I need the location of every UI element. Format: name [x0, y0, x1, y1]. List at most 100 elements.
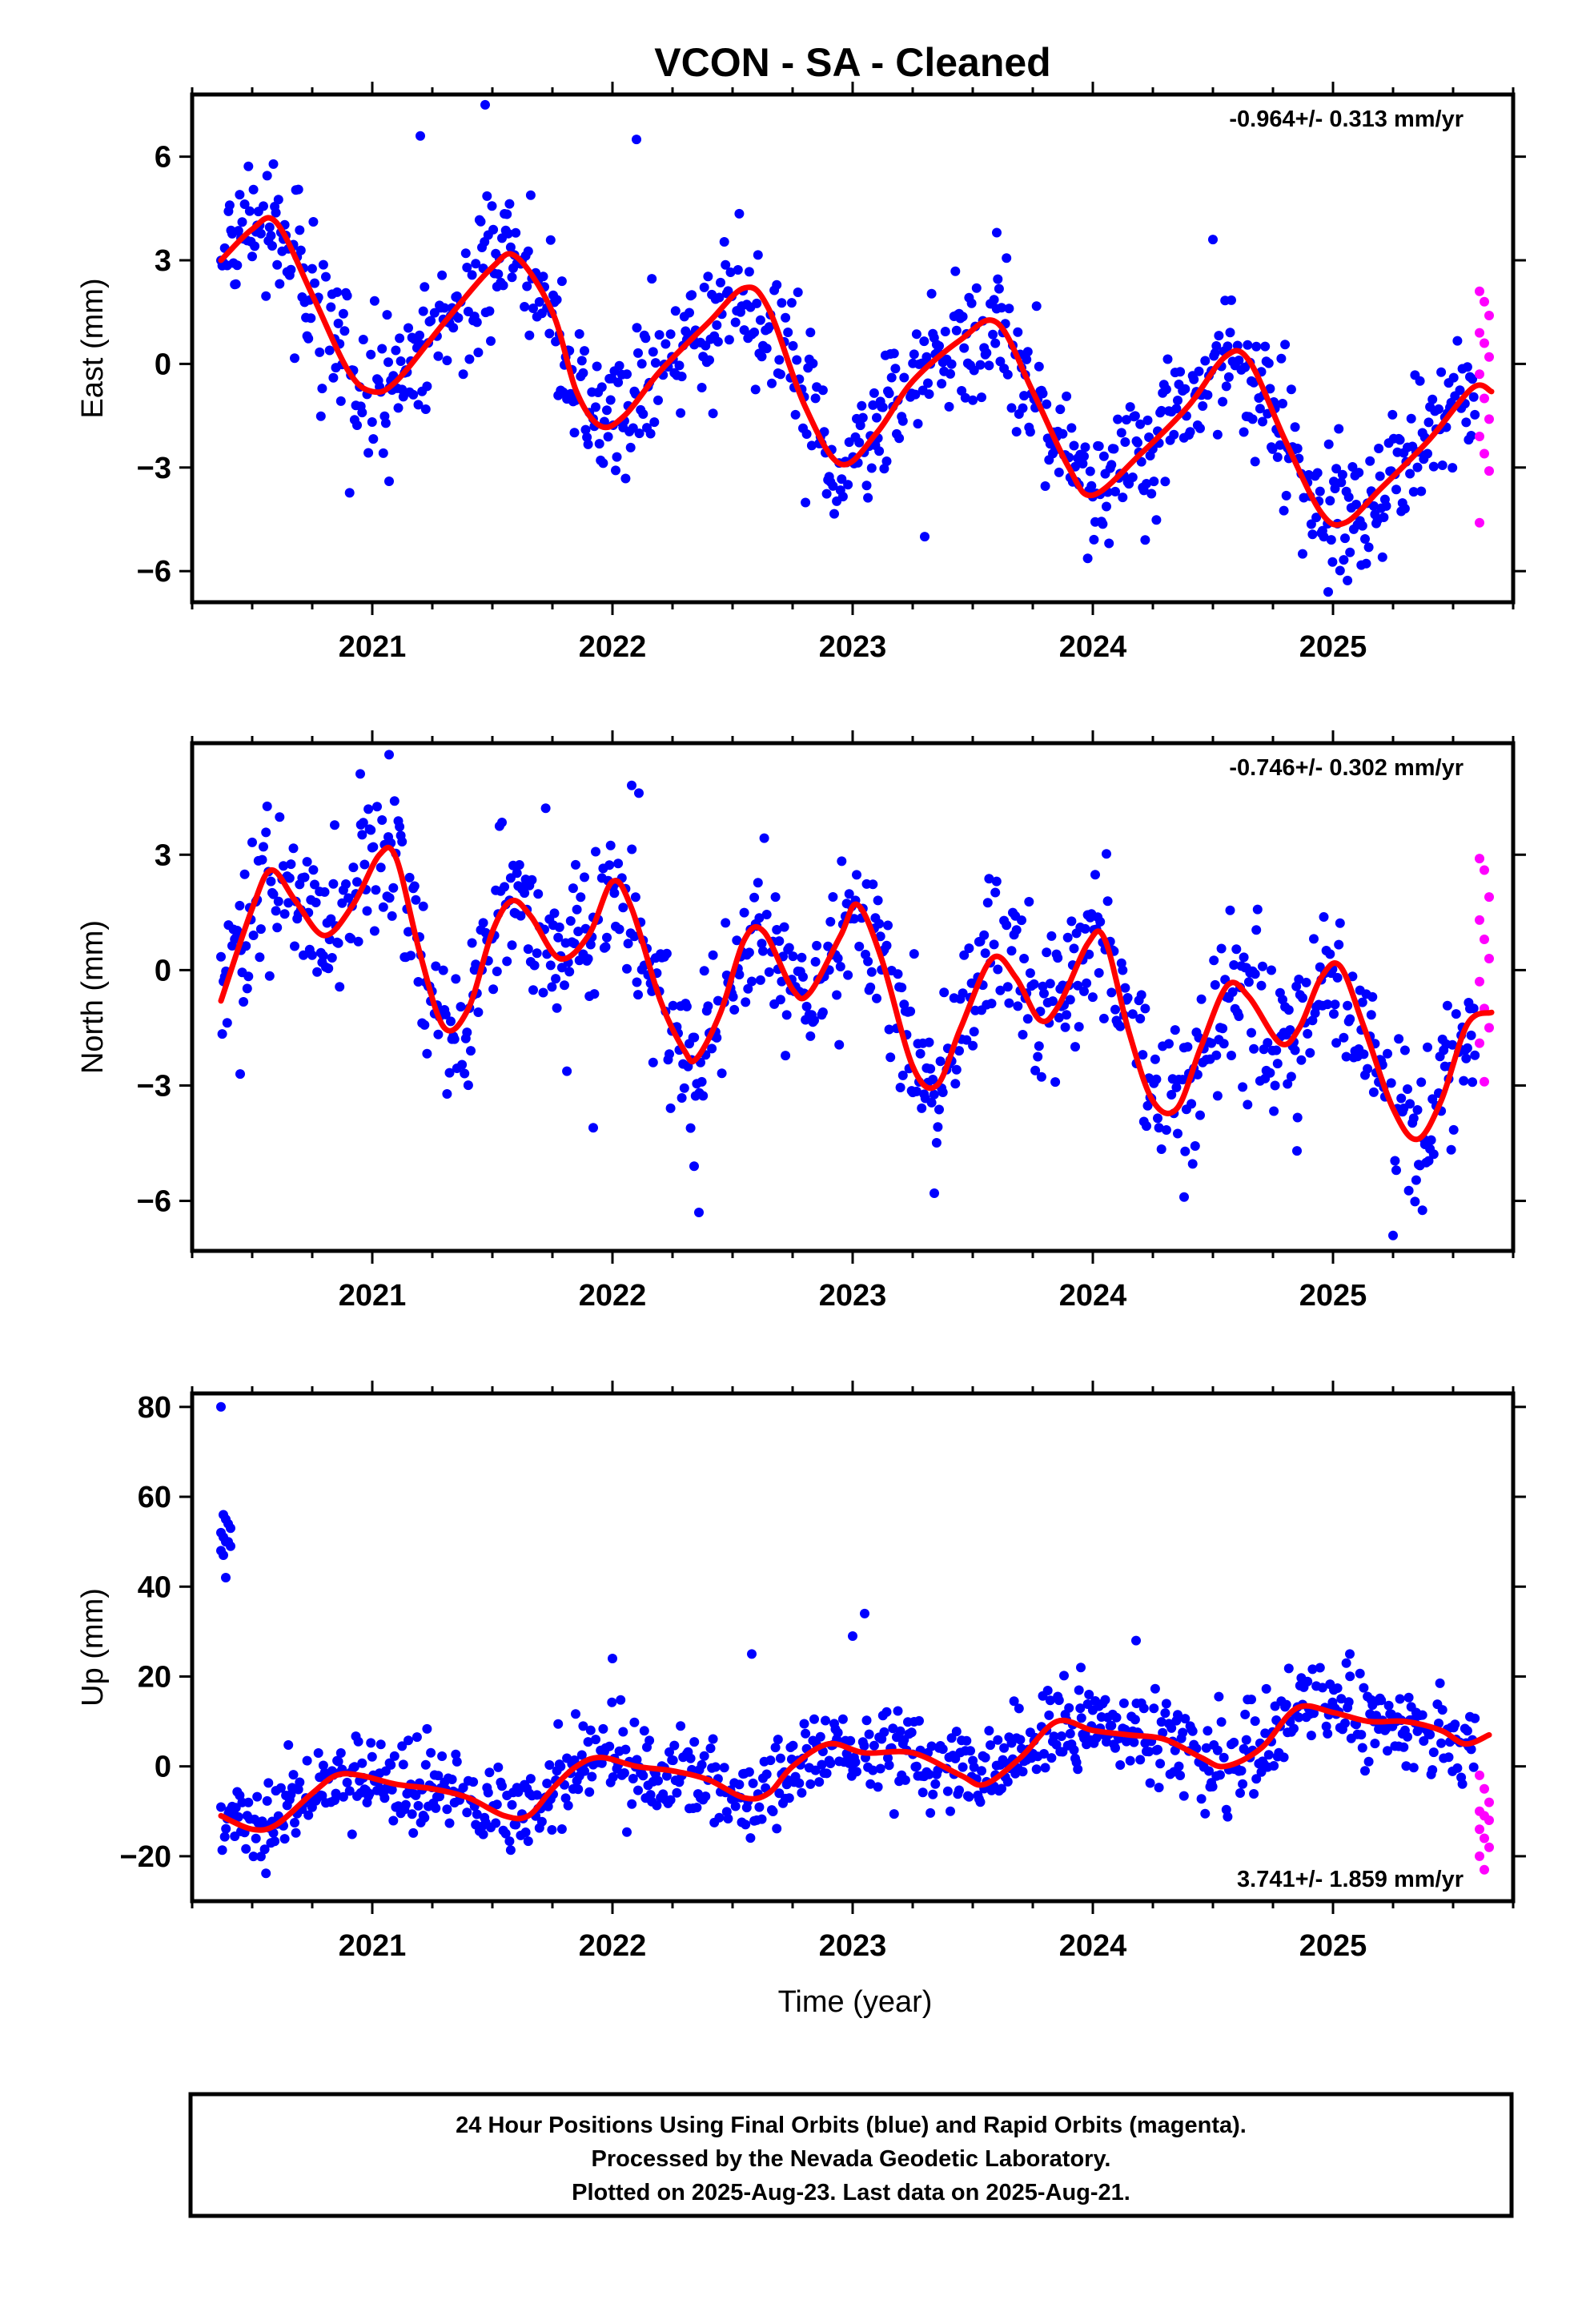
up-final-point — [926, 1741, 937, 1751]
north-final-point — [1294, 975, 1304, 984]
up-final-point — [622, 1827, 632, 1837]
east-final-point — [582, 432, 592, 442]
north-final-point — [1347, 971, 1358, 982]
east-final-point — [1405, 468, 1415, 479]
up-final-point — [536, 1816, 547, 1827]
north-rapid-point — [1475, 1038, 1484, 1048]
east-final-point — [1203, 390, 1213, 400]
north-final-point — [1247, 1027, 1256, 1038]
north-final-point — [721, 918, 731, 928]
north-final-point — [1386, 1078, 1396, 1088]
east-final-point — [437, 270, 448, 280]
up-final-point — [364, 1788, 375, 1799]
up-final-point — [1306, 1731, 1316, 1741]
east-final-point — [266, 231, 276, 241]
up-final-point — [398, 1759, 408, 1770]
east-final-point — [1423, 417, 1434, 428]
up-final-point — [618, 1727, 628, 1737]
east-final-point — [1223, 341, 1233, 352]
east-final-point — [872, 412, 881, 423]
north-final-point — [422, 1048, 432, 1059]
east-final-point — [997, 303, 1006, 313]
north-final-point — [817, 1007, 828, 1017]
north-final-point — [753, 878, 763, 888]
north-final-point — [312, 967, 323, 977]
east-final-point — [306, 313, 316, 324]
up-final-point — [532, 1790, 542, 1800]
up-final-point — [1457, 1779, 1468, 1789]
up-final-point — [893, 1706, 903, 1716]
north-x-tick-label: 2022 — [579, 1279, 647, 1313]
up-final-point — [1236, 1766, 1247, 1776]
north-final-point — [1087, 992, 1098, 1003]
up-final-point — [653, 1775, 663, 1786]
east-final-point — [837, 474, 847, 485]
east-final-point — [569, 428, 580, 438]
north-final-point — [1080, 923, 1090, 934]
north-final-point — [739, 907, 749, 918]
up-final-point — [1125, 1755, 1135, 1766]
up-final-point — [668, 1755, 678, 1766]
north-final-point — [741, 997, 751, 1007]
east-final-point — [1198, 401, 1208, 411]
up-final-point — [821, 1768, 832, 1779]
east-final-point — [960, 392, 970, 403]
north-final-point — [538, 987, 548, 998]
north-final-point — [239, 997, 249, 1007]
east-x-tick-label: 2022 — [579, 630, 647, 664]
east-final-point — [677, 372, 687, 382]
east-final-point — [946, 368, 955, 379]
up-final-point — [544, 1760, 555, 1770]
east-final-point — [661, 339, 671, 349]
north-final-point — [310, 879, 319, 890]
up-final-point — [774, 1788, 785, 1799]
north-final-point — [1303, 1028, 1313, 1039]
east-final-point — [1436, 367, 1447, 377]
north-final-point — [1238, 1082, 1248, 1092]
north-rapid-point — [1484, 1023, 1494, 1033]
up-fit-line — [218, 1703, 1492, 1833]
north-final-point — [602, 932, 612, 943]
north-final-point — [1062, 1010, 1072, 1020]
north-final-point — [1039, 988, 1049, 999]
up-final-point — [1395, 1694, 1405, 1704]
up-final-point — [873, 1782, 883, 1792]
up-final-point — [1111, 1712, 1122, 1723]
east-final-point — [1094, 441, 1104, 452]
east-final-point — [578, 368, 588, 378]
up-final-point — [468, 1777, 479, 1787]
east-final-point — [391, 345, 401, 356]
east-final-point — [909, 349, 919, 360]
north-final-point — [431, 961, 441, 971]
north-final-point — [1330, 999, 1340, 1010]
north-final-point — [467, 938, 477, 948]
up-x-tick-label: 2022 — [579, 1929, 647, 1963]
north-final-point — [809, 1015, 819, 1026]
north-final-point — [884, 1024, 894, 1035]
up-y-tick-label: 0 — [155, 1751, 171, 1784]
up-final-point — [1363, 1756, 1374, 1767]
up-final-point — [505, 1845, 516, 1856]
up-final-point — [1196, 1794, 1207, 1804]
east-final-point — [674, 360, 685, 371]
east-final-point — [1194, 366, 1204, 376]
north-final-point — [917, 1103, 927, 1113]
north-final-point — [384, 893, 395, 903]
east-final-point — [1080, 442, 1090, 452]
east-final-point — [749, 328, 760, 337]
north-final-point — [1095, 917, 1106, 927]
north-final-point — [854, 941, 865, 951]
east-final-point — [259, 201, 268, 211]
north-final-point — [812, 940, 822, 951]
north-final-point — [1332, 972, 1343, 983]
east-final-point — [654, 330, 665, 340]
north-final-point — [1283, 1005, 1294, 1015]
up-final-point — [576, 1750, 587, 1760]
footer-line-1: 24 Hour Positions Using Final Orbits (bl… — [456, 2113, 1247, 2138]
east-final-point — [1025, 427, 1035, 437]
north-outlier-point — [634, 788, 644, 798]
north-final-point — [457, 1059, 468, 1070]
north-final-point — [931, 1138, 942, 1148]
up-final-point — [1173, 1710, 1182, 1720]
east-final-point — [640, 333, 651, 344]
